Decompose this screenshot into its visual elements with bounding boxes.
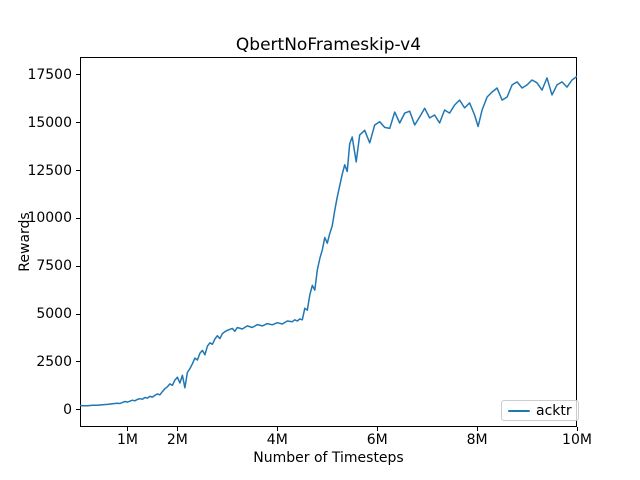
plot-area [80, 75, 577, 407]
x-tick-label: 1M [116, 432, 138, 448]
y-tick-label: 7500 [36, 258, 72, 275]
y-tick-mark [76, 122, 80, 124]
chart-title: QbertNoFrameskip-v4 [235, 35, 422, 55]
y-tick-mark [76, 217, 80, 219]
y-tick-label: 12500 [27, 162, 72, 179]
axes-frame [80, 57, 577, 427]
y-tick-label: 10000 [27, 210, 72, 227]
x-tick-label: 4M [266, 432, 288, 448]
x-tick-label: 8M [466, 432, 488, 448]
x-tick-label: 10M [562, 432, 592, 448]
y-tick-mark [76, 313, 80, 315]
x-tick-label: 6M [366, 432, 388, 448]
x-axis-label: Number of Timesteps [253, 450, 404, 466]
y-tick-label: 5000 [36, 306, 72, 323]
legend: acktr [501, 400, 579, 421]
acktr-line [80, 75, 577, 407]
y-tick-mark [76, 361, 80, 363]
legend-line-sample [508, 409, 530, 412]
y-tick-label: 0 [63, 401, 72, 418]
y-tick-mark [76, 409, 80, 411]
x-tick-mark [276, 427, 278, 431]
x-tick-mark [576, 427, 578, 431]
x-tick-label: 2M [166, 432, 188, 448]
x-tick-mark [126, 427, 128, 431]
y-tick-label: 17500 [27, 66, 72, 83]
legend-label: acktr [536, 402, 572, 419]
y-tick-label: 2500 [36, 353, 72, 370]
y-tick-mark [76, 265, 80, 267]
x-tick-mark [176, 427, 178, 431]
y-tick-mark [76, 74, 80, 76]
y-tick-label: 15000 [27, 114, 72, 131]
x-tick-mark [376, 427, 378, 431]
y-tick-mark [76, 170, 80, 171]
x-tick-mark [476, 427, 478, 431]
